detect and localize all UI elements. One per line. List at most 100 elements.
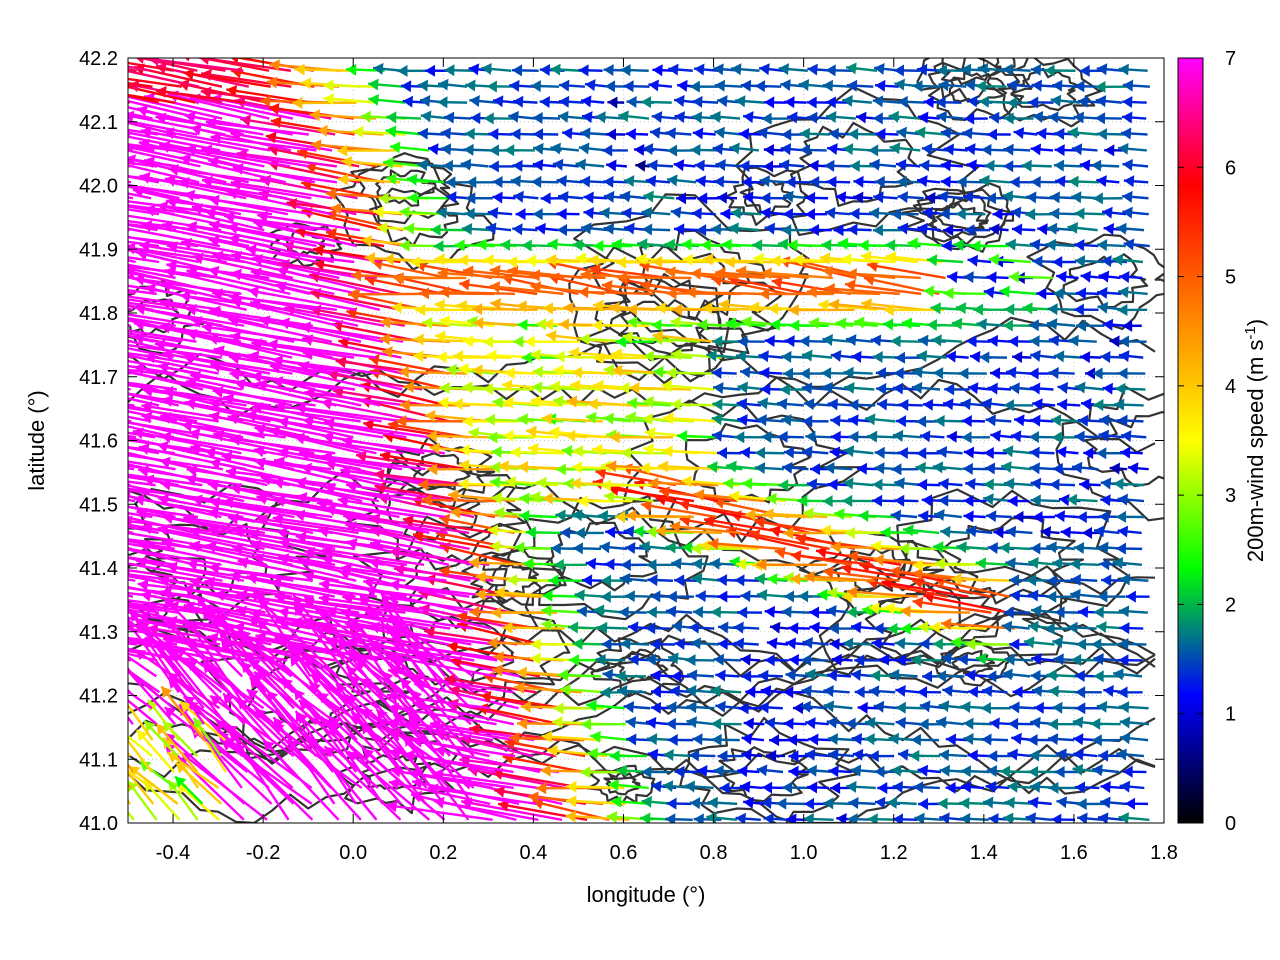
- wind-arrow: [128, 295, 222, 312]
- wind-arrow: [1117, 367, 1146, 380]
- wind-arrow: [917, 686, 942, 699]
- wind-arrow: [411, 735, 516, 758]
- wind-arrow: [412, 530, 498, 551]
- x-tick-label: 0.0: [339, 842, 367, 864]
- wind-arrow: [1076, 511, 1102, 524]
- wind-arrow: [388, 702, 497, 726]
- wind-arrow: [620, 637, 650, 650]
- wind-arrow: [987, 750, 1014, 763]
- wind-arrow: [128, 392, 200, 407]
- wind-arrow: [448, 489, 516, 503]
- wind-arrow: [1102, 318, 1126, 331]
- wind-arrow: [1027, 734, 1054, 747]
- wind-arrow: [1117, 686, 1143, 699]
- wind-arrow: [686, 669, 714, 682]
- wind-arrow: [1066, 493, 1098, 506]
- wind-arrow: [737, 414, 761, 427]
- y-tick-label: 42.1: [79, 112, 118, 134]
- wind-arrow: [1100, 781, 1124, 793]
- wind-arrow: [665, 366, 716, 379]
- wind-arrow: [553, 558, 588, 571]
- wind-arrow: [1117, 493, 1145, 506]
- wind-arrow: [1029, 462, 1057, 475]
- wind-arrow: [823, 685, 850, 698]
- wind-arrow: [827, 733, 857, 746]
- wind-arrow: [404, 749, 514, 774]
- wind-arrow: [128, 623, 154, 630]
- wind-arrow: [842, 494, 875, 507]
- wind-arrow: [1007, 495, 1030, 508]
- wind-arrow: [128, 425, 175, 439]
- wind-arrow: [739, 780, 763, 793]
- wind-arrow: [1115, 382, 1146, 395]
- wind-arrow: [1005, 525, 1033, 538]
- wind-arrow: [1093, 525, 1120, 538]
- wind-arrow: [1047, 733, 1075, 746]
- wind-arrow: [781, 461, 809, 474]
- wind-arrow: [251, 402, 361, 423]
- wind-arrow: [693, 489, 765, 503]
- wind-arrow: [707, 796, 738, 809]
- wind-arrow: [965, 669, 989, 682]
- wind-arrow: [808, 733, 832, 746]
- x-tick-label: 1.0: [790, 842, 818, 864]
- wind-arrow: [707, 461, 743, 474]
- wind-arrow: [916, 447, 941, 460]
- wind-arrow: [873, 700, 901, 713]
- wind-arrow: [804, 570, 875, 583]
- wind-arrow: [961, 431, 990, 444]
- wind-arrow: [450, 506, 519, 519]
- wind-arrow: [128, 364, 176, 375]
- wind-arrow: [1048, 685, 1079, 698]
- wind-arrow: [456, 610, 539, 630]
- wind-arrow: [684, 780, 714, 793]
- wind-arrow: [824, 283, 900, 296]
- wind-arrow: [475, 588, 543, 601]
- wind-arrow: [951, 573, 1013, 586]
- wind-arrow: [943, 287, 987, 300]
- wind-arrow: [987, 382, 1012, 395]
- wind-arrow: [128, 616, 177, 630]
- wind-arrow: [341, 435, 445, 455]
- wind-arrow: [504, 367, 562, 380]
- y-axis-tick-labels: 41.0 41.1 41.2 41.3 41.4 41.5 41.6 41.7 41.8 41.9…: [79, 48, 118, 835]
- wind-arrow: [967, 382, 992, 395]
- wind-arrow: [160, 431, 267, 455]
- wind-arrow: [624, 590, 654, 603]
- wind-arrow: [128, 548, 197, 566]
- wind-arrow: [645, 653, 674, 666]
- wind-arrow: [655, 524, 722, 537]
- wind-arrow: [1054, 606, 1082, 619]
- wind-arrow: [713, 382, 741, 395]
- wind-arrow: [581, 718, 626, 731]
- wind-arrow: [808, 606, 832, 619]
- wind-arrow: [1002, 445, 1034, 458]
- wind-arrow: [735, 812, 761, 823]
- wind-arrow: [713, 764, 742, 777]
- wind-arrow: [128, 464, 152, 471]
- wind-arrow: [1117, 525, 1142, 538]
- wind-arrow: [828, 748, 855, 761]
- wind-arrow: [128, 301, 178, 312]
- wind-arrow: [801, 685, 829, 698]
- wind-arrow: [128, 738, 153, 773]
- wind-arrow: [1100, 350, 1126, 363]
- wind-arrow: [756, 764, 784, 777]
- wind-arrow: [710, 684, 742, 697]
- plot-area: [128, 58, 1164, 823]
- wind-arrow: [128, 668, 177, 725]
- wind-arrow: [1007, 748, 1032, 761]
- wind-arrow: [895, 716, 923, 729]
- wind-arrow: [711, 413, 743, 426]
- wind-arrow: [938, 478, 963, 490]
- wind-arrow: [323, 417, 430, 439]
- wind-arrow: [639, 540, 670, 553]
- wind-arrow: [128, 352, 160, 359]
- wind-arrow: [128, 332, 183, 343]
- wind-arrow: [662, 445, 721, 458]
- wind-arrow: [201, 321, 312, 343]
- wind-arrow: [1112, 557, 1143, 569]
- wind-arrow: [393, 563, 494, 582]
- wind-arrow: [503, 429, 559, 442]
